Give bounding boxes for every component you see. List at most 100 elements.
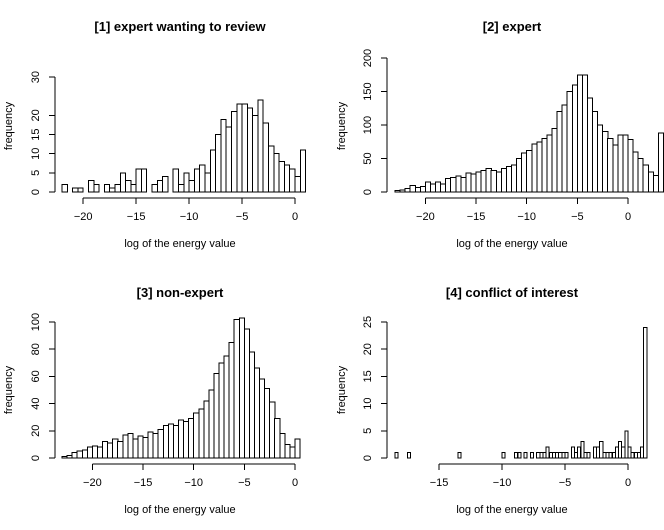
panel-3-bar bbox=[61, 456, 68, 459]
panel-1-bar bbox=[119, 172, 127, 193]
panel-3-bar bbox=[66, 454, 73, 459]
panel-1-y-tick-label: 20 bbox=[30, 109, 42, 121]
panel-2-bars bbox=[394, 74, 664, 193]
panel-1-x-tick-label: −10 bbox=[180, 211, 199, 223]
panel-4-bar bbox=[602, 452, 607, 459]
panel-4-bar bbox=[577, 446, 582, 459]
panel-2-bar bbox=[592, 111, 599, 193]
panel-4-bar bbox=[614, 446, 620, 459]
panel-4-bar bbox=[586, 452, 591, 459]
panel-3-x-tick-label: −15 bbox=[134, 477, 153, 489]
panel-1-bar bbox=[193, 168, 201, 193]
panel-3-bar bbox=[157, 428, 164, 459]
panel-1-bar bbox=[299, 149, 307, 193]
panel-1-bar bbox=[204, 172, 211, 193]
panel-3-bar bbox=[233, 318, 240, 459]
panel-1: [1] expert wanting to review log of the … bbox=[3, 19, 307, 250]
panel-3-bar bbox=[218, 362, 225, 459]
panel-2-bar bbox=[470, 173, 477, 193]
panel-3-bar bbox=[223, 355, 230, 459]
panel-3-bar bbox=[188, 418, 195, 459]
panel-4-title: [4] conflict of interest bbox=[446, 285, 579, 300]
panel-2-bar bbox=[607, 137, 614, 193]
panel-1-bar bbox=[114, 183, 121, 193]
panel-4-x-tick-label: 0 bbox=[625, 477, 631, 489]
panel-2-bar bbox=[587, 97, 594, 193]
panel-4-bar bbox=[630, 452, 635, 459]
panel-3-bar bbox=[198, 408, 205, 459]
panel-1-y-tick-label: 5 bbox=[30, 170, 42, 176]
panel-4-bar bbox=[636, 452, 642, 459]
panel-3-bar bbox=[132, 438, 139, 459]
panel-1-bar bbox=[140, 168, 148, 193]
panel-4-y-tick-label: 0 bbox=[362, 455, 374, 461]
panel-3-bar bbox=[193, 412, 200, 459]
panel-4-bar bbox=[407, 452, 412, 459]
panel-1-bar bbox=[289, 168, 296, 193]
panel-4-bar bbox=[457, 452, 462, 459]
panel-3-bar bbox=[203, 400, 210, 459]
panel-2-bar bbox=[597, 124, 604, 193]
panel-2-bar bbox=[571, 84, 578, 193]
panel-4-ylabel: frequency bbox=[336, 365, 348, 414]
panel-3-y-tick-label: 40 bbox=[30, 397, 42, 409]
panel-4-bar bbox=[599, 441, 604, 459]
panel-1-bar bbox=[172, 168, 179, 193]
panel-2-bar bbox=[460, 176, 467, 193]
panel-1-bar bbox=[162, 176, 169, 193]
panel-2: [2] expert log of the energy value frequ… bbox=[336, 19, 664, 250]
panel-3-y-tick-label: 100 bbox=[30, 313, 42, 331]
panel-3-bar bbox=[208, 389, 215, 459]
panel-1-bar bbox=[178, 183, 185, 193]
panel-2-bar bbox=[541, 137, 548, 193]
panel-4-y-tick-label: 10 bbox=[362, 397, 374, 409]
panel-1-bar bbox=[103, 183, 111, 193]
panel-1-bar bbox=[125, 180, 132, 193]
panel-2-title: [2] expert bbox=[483, 19, 542, 34]
panel-4-bars bbox=[394, 326, 648, 459]
panel-1-bar bbox=[93, 183, 100, 193]
panel-1-bar bbox=[209, 149, 217, 193]
panel-4-bar bbox=[608, 452, 613, 459]
panel-1-y-tick-label: 15 bbox=[30, 128, 42, 140]
panel-1-y-tick-label: 10 bbox=[30, 148, 42, 160]
panel-4-xlabel: log of the energy value bbox=[456, 504, 567, 516]
panel-3-bar bbox=[137, 435, 144, 459]
panel-2-xlabel: log of the energy value bbox=[456, 238, 567, 250]
panel-2-bar bbox=[566, 91, 573, 193]
panel-3-y-tick-label: 60 bbox=[30, 370, 42, 382]
panel-2-y-tick-label: 100 bbox=[362, 116, 374, 134]
panel-2-x-tick-label: −5 bbox=[571, 211, 584, 223]
panel-2-bar bbox=[652, 174, 659, 193]
panel-2-bar bbox=[647, 171, 654, 193]
panel-2-bar bbox=[657, 132, 664, 193]
panel-3-bar bbox=[274, 418, 281, 459]
panel-1-bar bbox=[294, 176, 301, 193]
panel-3-x-tick-label: −10 bbox=[184, 477, 203, 489]
panel-2-bar bbox=[627, 139, 634, 193]
panel-4-bar bbox=[501, 452, 506, 459]
panel-1-bar bbox=[220, 118, 227, 193]
panel-1-y-tick-label: 0 bbox=[30, 189, 42, 195]
panel-2-bar bbox=[546, 134, 553, 193]
panel-3-bar bbox=[243, 328, 250, 459]
panel-3-bar bbox=[183, 420, 190, 459]
panel-3-bar bbox=[279, 433, 286, 459]
panel-2-bar bbox=[465, 172, 472, 193]
panel-3-bar bbox=[142, 437, 149, 459]
panel-2-bar bbox=[485, 168, 492, 193]
panel-3-bar bbox=[269, 401, 276, 459]
panel-4-bar bbox=[545, 446, 550, 459]
panel-3-bar bbox=[152, 433, 159, 459]
panel-1-bar bbox=[183, 172, 190, 193]
panel-2-bar bbox=[551, 127, 558, 193]
panel-1-bar bbox=[241, 103, 248, 193]
panel-2-bar bbox=[622, 134, 629, 193]
panel-1-title: [1] expert wanting to review bbox=[94, 19, 266, 34]
panel-3-bar bbox=[284, 443, 291, 459]
panel-3-bar bbox=[76, 450, 83, 459]
panel-3-y-tick-label: 0 bbox=[30, 455, 42, 461]
panel-2-ylabel: frequency bbox=[336, 101, 348, 150]
panel-3-bar bbox=[289, 446, 296, 459]
